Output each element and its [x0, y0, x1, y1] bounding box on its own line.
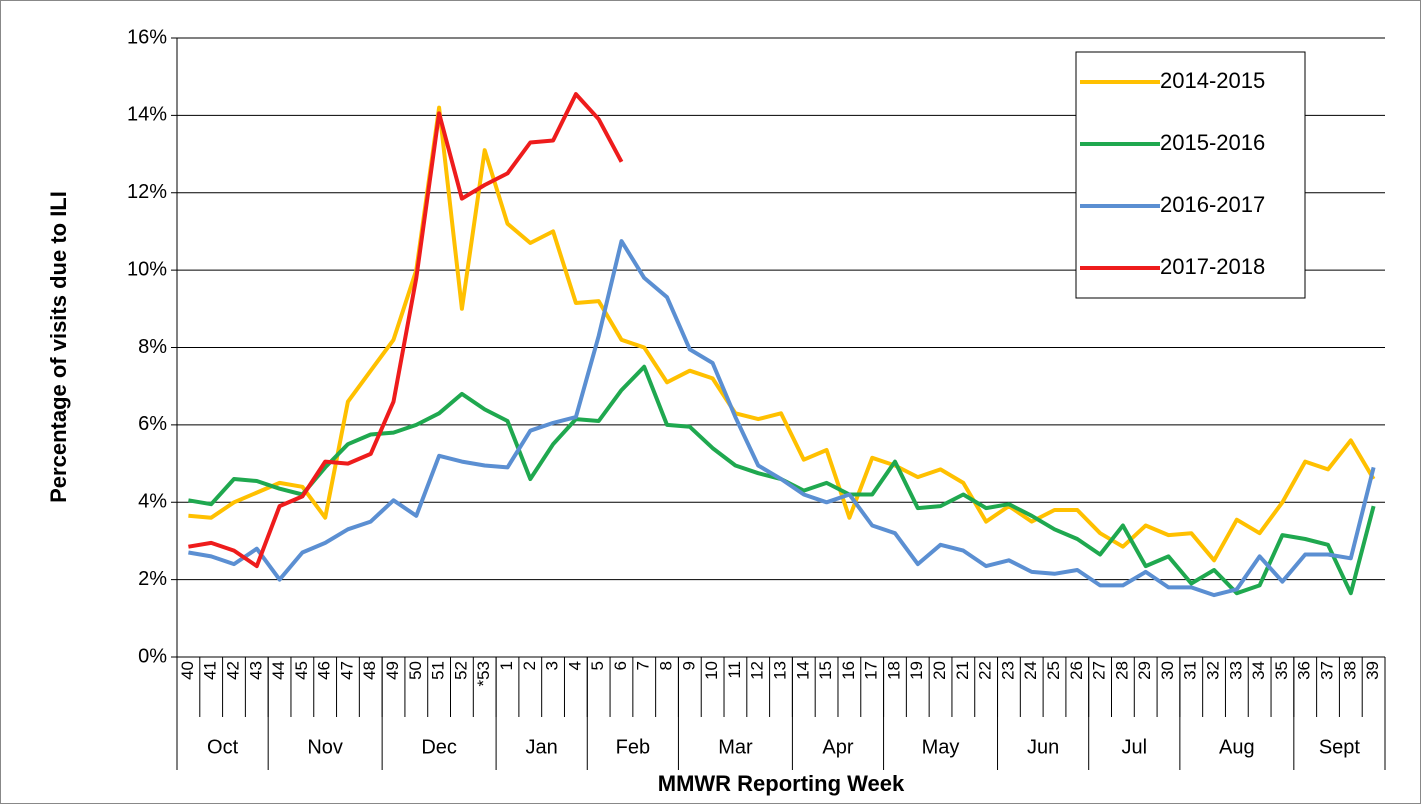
- month-label: Jul: [1121, 736, 1147, 758]
- y-tick-label: 6%: [138, 413, 167, 435]
- month-label: Nov: [307, 736, 343, 758]
- y-tick-label: 8%: [138, 336, 167, 358]
- y-tick-label: 14%: [127, 104, 167, 126]
- legend-box: [1075, 51, 1306, 299]
- x-tick-label: 31: [1181, 661, 1200, 680]
- x-tick-label: 43: [246, 661, 265, 680]
- month-label: Apr: [822, 736, 853, 758]
- x-tick-label: 14: [793, 661, 812, 680]
- x-tick-label: 30: [1158, 661, 1177, 680]
- x-tick-label: 24: [1021, 661, 1040, 680]
- x-tick-label: 44: [269, 661, 288, 680]
- y-axis-title: Percentage of visits due to ILI: [46, 191, 71, 503]
- x-tick-label: 47: [337, 661, 356, 680]
- y-tick-label: 4%: [138, 491, 167, 513]
- x-tick-label: 7: [634, 661, 653, 670]
- month-label: May: [922, 736, 960, 758]
- series-line: [188, 239, 1376, 598]
- x-tick-label: 51: [429, 661, 448, 680]
- legend-label: 2015-2016: [1160, 130, 1265, 155]
- legend-label: 2016-2017: [1160, 192, 1265, 217]
- month-label: Aug: [1219, 736, 1255, 758]
- x-tick-label: 50: [406, 661, 425, 680]
- y-tick-label: 0%: [138, 645, 167, 667]
- x-tick-label: 11: [725, 661, 744, 679]
- x-tick-label: 25: [1044, 661, 1063, 680]
- x-tick-label: 38: [1340, 661, 1359, 680]
- x-tick-label: 48: [360, 661, 379, 680]
- series-line: [188, 105, 1376, 563]
- y-tick-label: 10%: [127, 258, 167, 280]
- x-tick-label: 49: [383, 661, 402, 680]
- x-tick-label: 39: [1363, 661, 1382, 680]
- x-tick-label: 33: [1226, 661, 1245, 680]
- month-label: Dec: [421, 736, 457, 758]
- x-tick-label: 20: [930, 661, 949, 680]
- legend-label: 2017-2018: [1160, 254, 1265, 279]
- x-tick-label: 45: [292, 661, 311, 680]
- y-tick-label: 16%: [127, 26, 167, 48]
- x-tick-label: 34: [1249, 661, 1268, 680]
- x-tick-label: 46: [315, 661, 334, 680]
- x-tick-label: 12: [748, 661, 767, 680]
- x-tick-label: 8: [657, 661, 676, 670]
- y-tick-label: 12%: [127, 181, 167, 203]
- x-tick-label: 22: [976, 661, 995, 680]
- x-tick-label: 35: [1272, 661, 1291, 680]
- x-tick-label: 32: [1204, 661, 1223, 680]
- x-tick-label: 41: [201, 661, 220, 680]
- x-tick-label: 52: [451, 661, 470, 680]
- x-tick-label: 18: [884, 661, 903, 680]
- month-label: Feb: [616, 736, 650, 758]
- y-tick-label: 2%: [138, 568, 167, 590]
- month-label: Jan: [526, 736, 558, 758]
- x-tick-label: 40: [178, 661, 197, 680]
- x-tick-label: 16: [839, 661, 858, 680]
- x-tick-label: 21: [953, 661, 972, 680]
- x-tick-label: 1: [497, 661, 516, 670]
- month-label: Oct: [207, 736, 239, 758]
- x-tick-label: 17: [862, 661, 881, 680]
- x-tick-label: 23: [998, 661, 1017, 680]
- x-axis-title: MMWR Reporting Week: [658, 771, 905, 796]
- x-tick-label: 5: [588, 661, 607, 670]
- x-tick-label: 15: [816, 661, 835, 680]
- month-label: Sept: [1319, 736, 1361, 758]
- x-tick-label: 28: [1112, 661, 1131, 680]
- legend-label: 2014-2015: [1160, 68, 1265, 93]
- month-label: Mar: [718, 736, 753, 758]
- x-tick-label: 2: [520, 661, 539, 670]
- x-tick-label: 42: [223, 661, 242, 680]
- x-tick-label: 36: [1295, 661, 1314, 680]
- x-tick-label: 4: [565, 661, 584, 670]
- x-tick-label: 10: [702, 661, 721, 680]
- x-tick-label: 13: [770, 661, 789, 680]
- month-label: Jun: [1027, 736, 1059, 758]
- x-tick-label: 27: [1090, 661, 1109, 680]
- x-tick-label: 9: [679, 661, 698, 670]
- x-tick-label: 37: [1318, 661, 1337, 680]
- x-tick-label: 6: [611, 661, 630, 670]
- x-tick-label: *53: [474, 661, 493, 687]
- x-tick-label: 3: [543, 661, 562, 670]
- x-tick-label: 26: [1067, 661, 1086, 680]
- series-line: [188, 92, 624, 569]
- x-tick-label: 29: [1135, 661, 1154, 680]
- x-tick-label: 19: [907, 661, 926, 680]
